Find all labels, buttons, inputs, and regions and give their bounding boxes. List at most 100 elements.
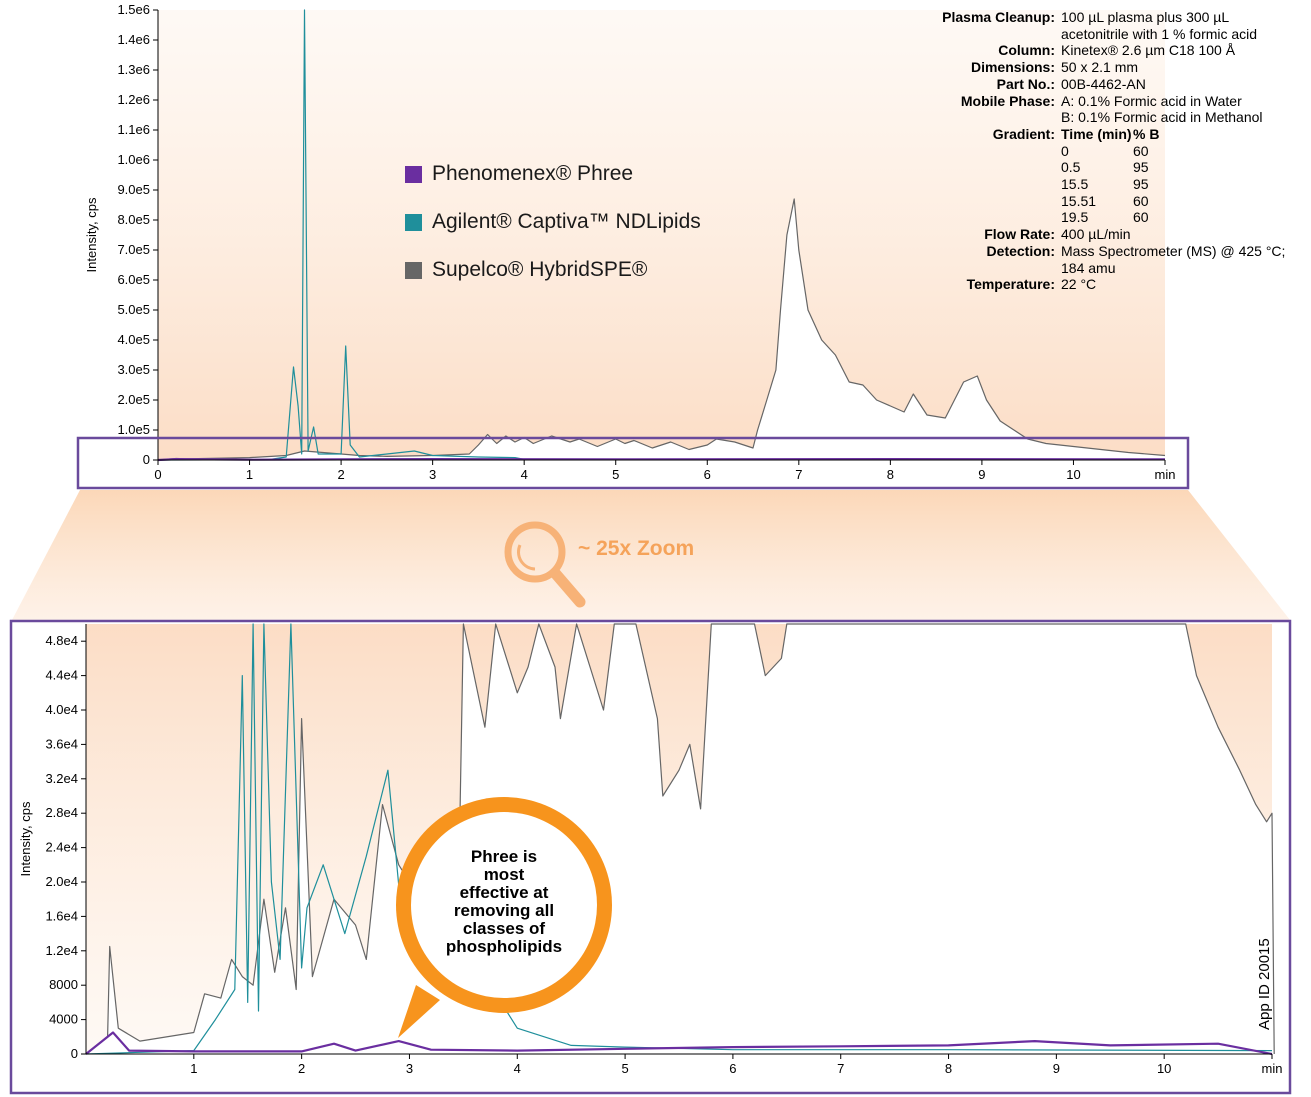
y-tick-label: 2.8e4 xyxy=(45,805,78,820)
x-tick-label: 3 xyxy=(406,1061,413,1076)
series-line xyxy=(85,623,1273,1055)
legend-swatch xyxy=(405,213,422,231)
param-temperature: Temperature: 22 °C xyxy=(930,276,1305,293)
param-label: Detection: xyxy=(986,242,1055,259)
x-tick-label: 7 xyxy=(837,1061,844,1076)
callout-line: classes of xyxy=(462,919,546,938)
callout-line: most xyxy=(483,865,525,884)
gradient-b: 95 xyxy=(1133,176,1149,193)
callout-line: effective at xyxy=(459,883,549,902)
param-label: Gradient: xyxy=(992,125,1055,142)
zoom-funnel xyxy=(12,490,1290,620)
x-tick-label: min xyxy=(1155,467,1176,482)
gradient-time: 0 xyxy=(1061,142,1069,159)
legend-item-captiva: Agilent® Captiva™ NDLipids xyxy=(405,208,701,236)
x-tick-label: 9 xyxy=(978,467,985,482)
legend-swatch xyxy=(405,165,422,183)
x-tick-label: 5 xyxy=(621,1061,628,1076)
param-label: Column: xyxy=(998,42,1055,59)
gradient-b: 60 xyxy=(1133,142,1149,159)
legend-label: Agilent® Captiva™ NDLipids xyxy=(432,210,701,233)
y-tick-label: 7.0e5 xyxy=(117,242,150,257)
param-flow-rate: Flow Rate: 400 µL/min xyxy=(930,226,1305,243)
gradient-time: 15.51 xyxy=(1061,192,1097,209)
y-tick-label: 4000 xyxy=(49,1012,78,1027)
x-tick-label: 10 xyxy=(1066,467,1080,482)
param-label: Plasma Cleanup: xyxy=(942,9,1055,25)
param-partno: Part No.: 00B-4462-AN xyxy=(930,76,1305,93)
param-label: Part No.: xyxy=(996,75,1055,92)
param-plasma: Plasma Cleanup: 100 µL plasma plus 300 µ… xyxy=(930,9,1305,42)
x-tick-label: 7 xyxy=(795,467,802,482)
x-tick-label: 2 xyxy=(298,1061,305,1076)
param-detection: Detection: Mass Spectrometer (MS) @ 425 … xyxy=(930,243,1305,276)
y-tick-label: 4.0e4 xyxy=(45,702,78,717)
series-line xyxy=(157,198,1166,461)
legend-label: Phenomenex® Phree xyxy=(432,162,634,185)
x-tick-label: 6 xyxy=(704,467,711,482)
x-tick-label: 8 xyxy=(887,467,894,482)
x-tick-label: min xyxy=(1262,1061,1283,1076)
param-label: Mobile Phase: xyxy=(960,92,1055,109)
param-value: 100 µL plasma plus 300 µL xyxy=(1061,9,1230,25)
series-line xyxy=(85,623,1275,1055)
top-chart-series xyxy=(157,9,1166,462)
param-value: 400 µL/min xyxy=(1061,226,1131,243)
param-value: 184 amu xyxy=(1061,259,1116,276)
method-parameters: Plasma Cleanup: 100 µL plasma plus 300 µ… xyxy=(930,9,1305,293)
x-tick-label: 6 xyxy=(729,1061,736,1076)
y-tick-label: 2.0e4 xyxy=(45,874,78,889)
y-tick-label: 1.5e6 xyxy=(117,2,150,17)
x-tick-label: 8 xyxy=(945,1061,952,1076)
x-tick-label: 1 xyxy=(246,467,253,482)
y-tick-label: 2.4e4 xyxy=(45,840,78,855)
param-value: B: 0.1% Formic acid in Methanol xyxy=(1061,109,1263,126)
series-line xyxy=(85,1031,1273,1056)
gradient-b: 60 xyxy=(1133,192,1149,209)
y-tick-label: 4.0e5 xyxy=(117,332,150,347)
y-tick-label: 4.4e4 xyxy=(45,668,78,683)
param-value: 22 °C xyxy=(1061,276,1097,293)
param-value: 00B-4462-AN xyxy=(1061,75,1146,92)
top-plot-background xyxy=(158,10,1165,460)
zoom-label: ~ 25x Zoom xyxy=(578,537,695,560)
x-tick-label: 3 xyxy=(429,467,436,482)
param-dimensions: Dimensions: 50 x 2.1 mm xyxy=(930,59,1305,76)
x-tick-label: 4 xyxy=(514,1061,521,1076)
y-tick-label: 1.6e4 xyxy=(45,908,78,923)
y-tick-label: 1.2e4 xyxy=(45,943,78,958)
y-tick-label: 3.6e4 xyxy=(45,736,78,751)
legend-item-phree: Phenomenex® Phree xyxy=(405,160,701,188)
app-id-label: App ID 20015 xyxy=(1256,938,1273,1030)
x-tick-label: 4 xyxy=(521,467,528,482)
series-line xyxy=(157,458,1166,462)
param-gradient: Gradient: Time (min)% B 0 60 0.5 95 15.5 95… xyxy=(930,126,1305,226)
gradient-header-time: Time (min) xyxy=(1061,125,1132,142)
param-value: Kinetex® 2.6 µm C18 100 Å xyxy=(1061,42,1236,59)
y-tick-label: 1.1e6 xyxy=(117,122,150,137)
param-value: Mass Spectrometer (MS) @ 425 °C; xyxy=(1061,242,1286,259)
y-tick-label: 8000 xyxy=(49,977,78,992)
callout-line: removing all xyxy=(453,901,555,920)
bottom-chart-fill xyxy=(86,624,1275,1054)
bottom-chart-series xyxy=(85,623,1275,1056)
x-tick-label: 5 xyxy=(612,467,619,482)
y-tick-label: 3.2e4 xyxy=(45,771,78,786)
y-tick-label: 1.2e6 xyxy=(117,92,150,107)
gradient-header-b: % B xyxy=(1133,125,1160,142)
series-fill xyxy=(86,624,1275,1054)
param-value: 50 x 2.1 mm xyxy=(1061,59,1139,76)
zoom-region-frame xyxy=(76,436,1190,490)
y-axis-label: Intensity, cps xyxy=(18,801,33,876)
y-axis-label: Intensity, cps xyxy=(84,197,99,272)
y-tick-label: 2.0e5 xyxy=(117,392,150,407)
y-tick-label: 5.0e5 xyxy=(117,302,150,317)
gradient-b: 60 xyxy=(1133,209,1149,226)
gradient-time: 0.5 xyxy=(1061,159,1081,176)
gradient-time: 19.5 xyxy=(1061,209,1089,226)
param-label: Dimensions: xyxy=(970,59,1055,76)
y-tick-label: 1.0e6 xyxy=(117,152,150,167)
param-column: Column: Kinetex® 2.6 µm C18 100 Å xyxy=(930,42,1305,59)
y-tick-label: 1.4e6 xyxy=(117,32,150,47)
bottom-chart-axes: 0 4000 8000 1.2e4 1.6e4 2.0e4 2.4e4 2.8e4 3.2e4 3… xyxy=(18,624,1282,1076)
